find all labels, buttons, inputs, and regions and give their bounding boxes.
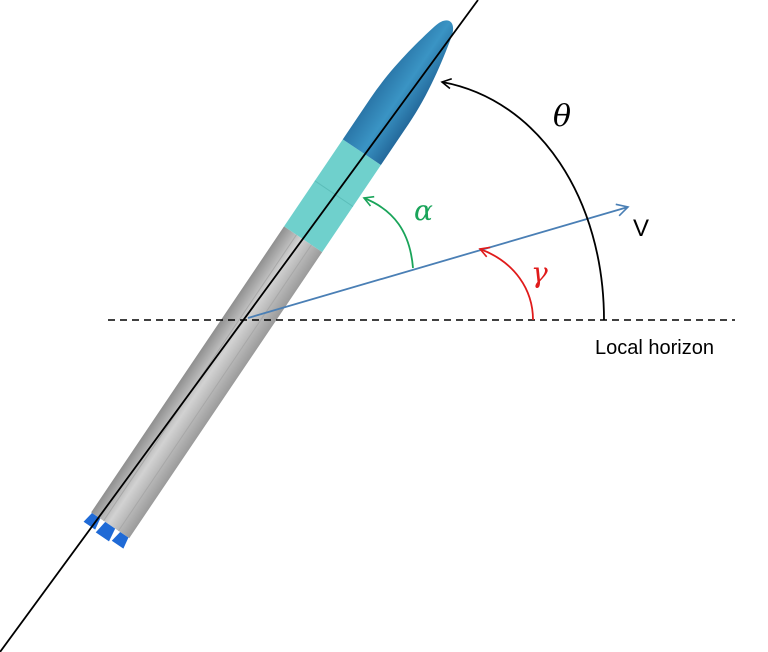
velocity-vector (247, 203, 630, 319)
alpha-label: α (414, 194, 433, 227)
velocity-label: V (633, 215, 649, 242)
rocket-first-stage (91, 226, 323, 539)
theta-arc (440, 77, 605, 321)
alpha-arc (362, 195, 414, 269)
rocket (83, 20, 454, 549)
rocket-interstage (284, 139, 381, 253)
local-horizon-label: Local horizon (595, 337, 714, 359)
gamma-label: γ (531, 256, 548, 289)
engine-nozzles (83, 512, 129, 549)
rocket-axis-line (0, 0, 479, 652)
rocket-payload-fairing (342, 20, 454, 166)
gamma-arc (478, 246, 534, 321)
theta-label: θ (553, 99, 571, 134)
